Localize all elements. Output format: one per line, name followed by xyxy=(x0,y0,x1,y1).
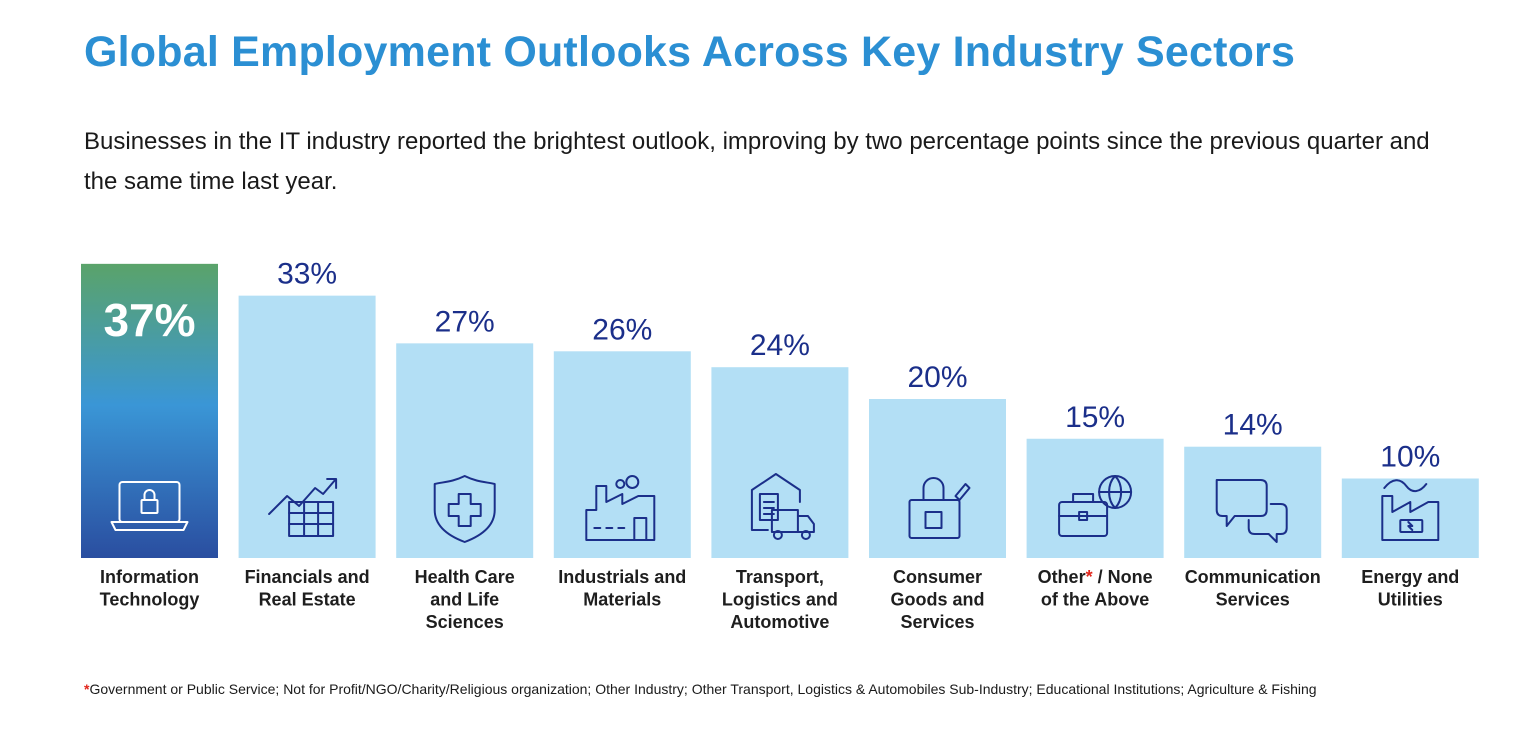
footnote-marker: * xyxy=(84,681,90,697)
category-label-1: Financials and Real Estate xyxy=(245,567,370,610)
finance-chart-icon xyxy=(268,478,338,537)
warehouse-truck-icon xyxy=(750,473,815,540)
category-label-6: Other* / None of the Above xyxy=(1038,567,1153,610)
factory-icon xyxy=(585,475,656,541)
category-label-2: Health Care and Life Sciences xyxy=(415,567,515,632)
bar-4 xyxy=(711,367,849,558)
footnote-text: Government or Public Service; Not for Pr… xyxy=(89,681,1317,697)
briefcase-globe-icon xyxy=(1058,475,1133,537)
bar-8 xyxy=(1341,478,1479,558)
chat-bubbles-icon xyxy=(1215,479,1288,543)
footnote: *Government or Public Service; Not for P… xyxy=(84,681,1317,697)
health-shield-icon xyxy=(433,475,496,543)
value-label-7: 14% xyxy=(1223,409,1283,442)
value-label-4: 24% xyxy=(750,329,810,362)
value-label-6: 15% xyxy=(1065,401,1125,434)
bar-1 xyxy=(238,295,376,558)
energy-factory-icon xyxy=(1381,479,1440,541)
chart-title: Global Employment Outlooks Across Key In… xyxy=(84,28,1296,76)
bar-3 xyxy=(553,351,691,558)
category-label-7: Communication Services xyxy=(1185,567,1321,610)
category-label-4: Transport, Logistics and Automotive xyxy=(722,567,838,632)
bars-group xyxy=(81,263,1479,558)
value-label-0: 37% xyxy=(103,294,195,346)
value-label-2: 27% xyxy=(435,305,495,338)
icons-group xyxy=(110,473,1440,543)
chart-subtitle: Businesses in the IT industry reported t… xyxy=(84,128,1430,195)
value-label-5: 20% xyxy=(907,361,967,394)
bar-2 xyxy=(396,343,534,558)
bar-7 xyxy=(1184,446,1322,558)
category-label-3: Industrials and Materials xyxy=(558,567,686,610)
value-label-8: 10% xyxy=(1380,441,1440,474)
category-label-8: Energy and Utilities xyxy=(1361,567,1459,610)
bar-6 xyxy=(1026,438,1164,558)
bar-0 xyxy=(81,263,218,558)
value-label-1: 33% xyxy=(277,258,337,291)
category-labels-group: Information Technology Financials and Real … xyxy=(100,567,1460,632)
category-label-5: Consumer Goods and Services xyxy=(891,567,985,632)
value-labels-group: 37% 33% 27% 26% 24% 20% 15% 14% 10% xyxy=(103,258,1440,474)
value-label-3: 26% xyxy=(592,313,652,346)
category-label-0: Information Technology xyxy=(100,567,200,610)
shopping-bag-icon xyxy=(908,477,971,539)
bar-chart: 37% 33% 27% 26% 24% 20% 15% 14% 10% Information T… xyxy=(81,258,1479,632)
laptop-lock-icon xyxy=(110,481,189,531)
